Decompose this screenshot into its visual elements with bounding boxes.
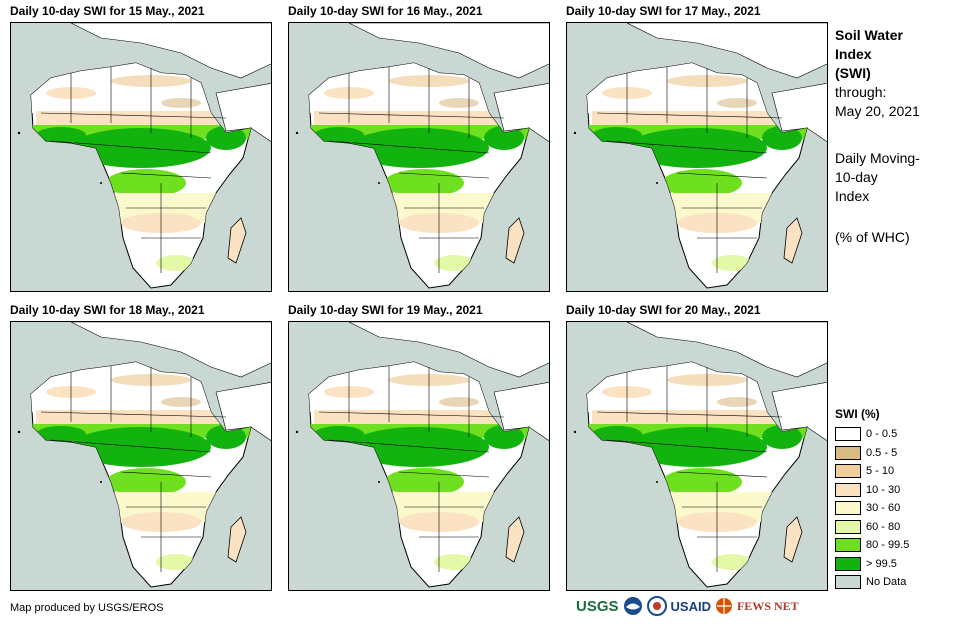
usgs-logo: USGS (576, 597, 619, 615)
legend-label: 0 - 0.5 (866, 428, 898, 441)
panel-title: Daily 10-day SWI for 18 May., 2021 (10, 303, 205, 317)
legend-item: 5 - 10 (835, 462, 909, 481)
fews-net-logo: FEWS NET (736, 598, 799, 613)
map-panel-5: Daily 10-day SWI for 19 May., 2021 (288, 303, 550, 591)
agency-logos: USGS USAID FEWS NET (576, 596, 799, 616)
africa-map (10, 321, 272, 591)
legend-item: 80 - 99.5 (835, 536, 909, 555)
africa-map (566, 22, 828, 292)
legend-swatch (835, 427, 861, 442)
legend-label: 10 - 30 (866, 483, 901, 496)
legend-label: 80 - 99.5 (866, 539, 910, 552)
panel-title: Daily 10-day SWI for 17 May., 2021 (566, 4, 761, 18)
through-date: May 20, 2021 (835, 103, 920, 119)
legend-swatch (835, 501, 861, 516)
map-panel-4: Daily 10-day SWI for 18 May., 2021 (10, 303, 272, 591)
through-label: through: (835, 84, 887, 100)
legend-item: 0 - 0.5 (835, 425, 909, 444)
legend-swatch (835, 556, 861, 571)
legend-item: 30 - 60 (835, 499, 909, 518)
africa-map (288, 22, 550, 292)
map-credit: Map produced by USGS/EROS (10, 602, 164, 614)
sidebar-heading: Soil Water Index (SWI) through: May 20, … (835, 26, 920, 247)
map-panel-6: Daily 10-day SWI for 20 May., 2021 (566, 303, 828, 591)
africa-map (288, 321, 550, 591)
legend-swatch (835, 482, 861, 497)
panel-title: Daily 10-day SWI for 19 May., 2021 (288, 303, 483, 317)
africa-map (10, 22, 272, 292)
legend-swatch (835, 445, 861, 460)
legend-label: 60 - 80 (866, 520, 901, 533)
legend-label: 30 - 60 (866, 502, 901, 515)
legend-label: 5 - 10 (866, 465, 895, 478)
heading-line: Index (835, 46, 872, 62)
legend-label: 0.5 - 5 (866, 446, 898, 459)
swi-legend: SWI (%) 0 - 0.5 0.5 - 5 5 - 10 10 - 30 3… (835, 407, 909, 592)
legend-swatch (835, 464, 861, 479)
map-panel-2: Daily 10-day SWI for 16 May., 2021 (288, 4, 550, 292)
legend-label: > 99.5 (866, 557, 897, 570)
legend-swatch (835, 575, 861, 590)
description-line: Index (835, 188, 870, 204)
panel-title: Daily 10-day SWI for 15 May., 2021 (10, 4, 205, 18)
legend-item: 10 - 30 (835, 481, 909, 500)
map-panel-3: Daily 10-day SWI for 17 May., 2021 (566, 4, 828, 292)
legend-swatch (835, 519, 861, 534)
description-line: 10-day (835, 169, 878, 185)
heading-line: (SWI) (835, 65, 871, 81)
legend-swatch (835, 538, 861, 553)
africa-map (566, 321, 828, 591)
units-label: (% of WHC) (835, 229, 910, 245)
panel-title: Daily 10-day SWI for 20 May., 2021 (566, 303, 761, 317)
legend-item: 60 - 80 (835, 518, 909, 537)
description-line: Daily Moving- (835, 150, 920, 166)
fews-net-globe-logo (715, 598, 732, 614)
usaid-logo: USAID (670, 598, 711, 614)
doi-seal-logo (646, 596, 667, 616)
legend-item: 0.5 - 5 (835, 444, 909, 463)
legend-label: No Data (866, 576, 907, 589)
noaa-logo (623, 597, 642, 615)
legend-item: > 99.5 (835, 555, 909, 574)
legend-item: No Data (835, 573, 909, 592)
legend-title: SWI (%) (835, 407, 880, 421)
map-panel-1: Daily 10-day SWI for 15 May., 2021 (10, 4, 272, 292)
heading-line: Soil Water (835, 27, 903, 43)
panel-title: Daily 10-day SWI for 16 May., 2021 (288, 4, 483, 18)
